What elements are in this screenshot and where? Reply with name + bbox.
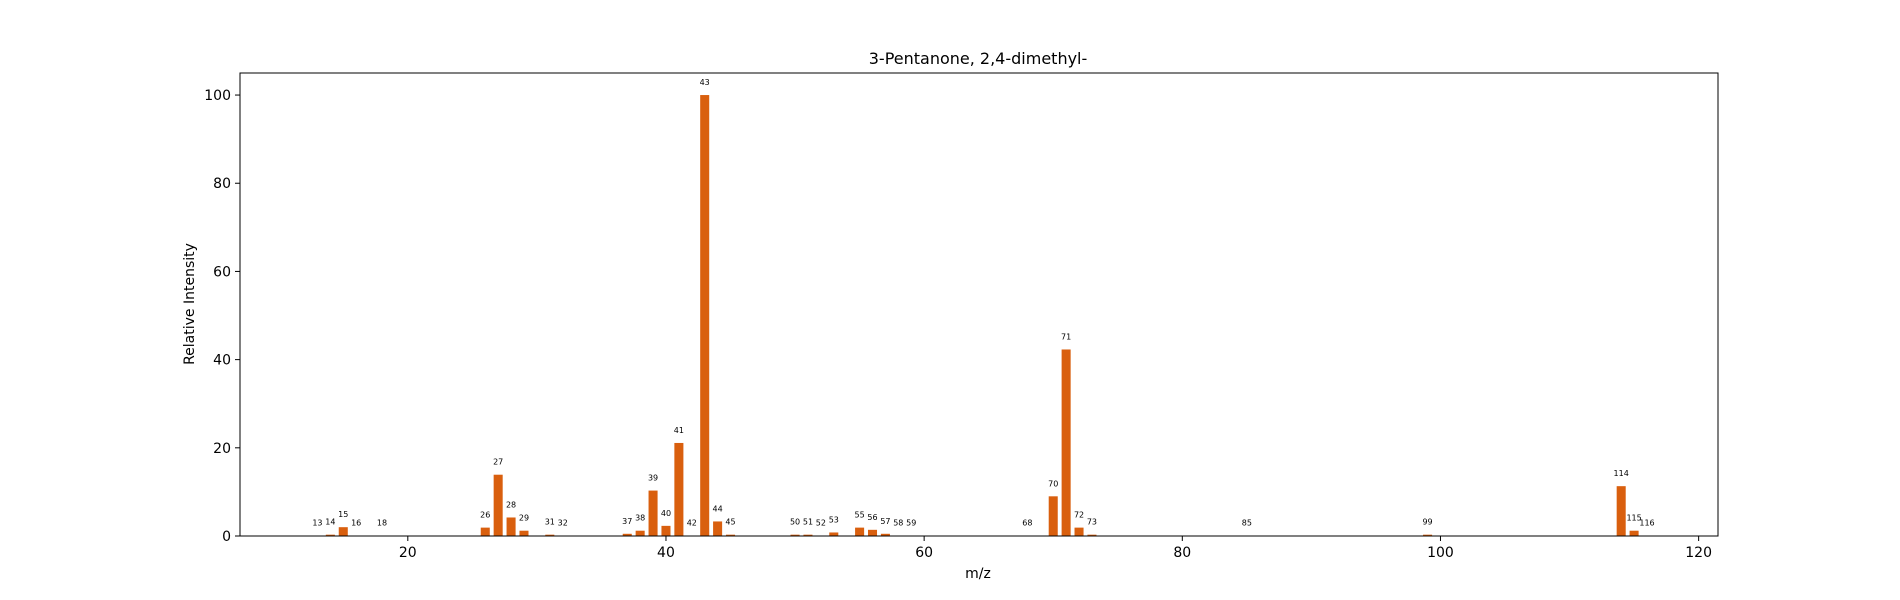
bar-mz-50 — [790, 534, 800, 536]
bar-label-mz-115: 115 — [1626, 514, 1641, 523]
bar-label-mz-13: 13 — [312, 519, 322, 528]
bar-mz-44 — [713, 521, 723, 536]
bar-label-mz-116: 116 — [1639, 519, 1654, 528]
x-tick-label-80: 80 — [1173, 545, 1191, 561]
bar-mz-37 — [622, 533, 632, 536]
bar-label-mz-56: 56 — [867, 513, 877, 522]
bar-mz-28 — [506, 517, 516, 536]
y-tick-label-20: 20 — [213, 441, 231, 457]
bar-mz-56 — [867, 529, 878, 536]
bar-label-mz-37: 37 — [622, 517, 632, 526]
y-tick-label-100: 100 — [204, 88, 231, 104]
bar-label-mz-43: 43 — [700, 78, 710, 87]
bar-label-mz-45: 45 — [725, 518, 735, 527]
bar-mz-57 — [880, 533, 890, 536]
bar-label-mz-51: 51 — [803, 518, 813, 527]
bar-label-mz-15: 15 — [338, 510, 348, 519]
bar-mz-114 — [1616, 486, 1626, 536]
bar-label-mz-50: 50 — [790, 518, 800, 527]
bar-label-mz-85: 85 — [1242, 519, 1252, 528]
bar-mz-29 — [519, 530, 529, 536]
bar-label-mz-53: 53 — [829, 515, 839, 524]
bar-label-mz-58: 58 — [893, 519, 903, 528]
x-axis: 20 40 60 80 100 120 — [399, 536, 1712, 561]
bar-label-mz-68: 68 — [1022, 519, 1032, 528]
bar-mz-26 — [480, 527, 490, 536]
bar-mz-38 — [635, 530, 645, 536]
x-tick-label-100: 100 — [1427, 545, 1454, 561]
bar-label-mz-26: 26 — [480, 511, 490, 520]
bar-mz-15 — [338, 527, 348, 536]
chart-title: 3-Pentanone, 2,4-dimethyl- — [869, 49, 1088, 68]
y-axis-title: Relative Intensity — [182, 243, 198, 365]
bar-mz-71 — [1061, 349, 1071, 536]
bar-mz-55 — [855, 527, 865, 536]
bar-label-mz-38: 38 — [635, 514, 645, 523]
bar-mz-14 — [325, 534, 335, 536]
bar-mz-45 — [725, 534, 736, 536]
bar-label-mz-31: 31 — [545, 518, 555, 527]
bar-label-mz-42: 42 — [687, 519, 697, 528]
bar-label-mz-55: 55 — [855, 511, 865, 520]
bar-label-mz-44: 44 — [713, 504, 723, 513]
bar-mz-39 — [648, 490, 658, 536]
bars-group — [312, 95, 1652, 537]
x-tick-label-20: 20 — [399, 545, 417, 561]
y-tick-label-60: 60 — [213, 264, 231, 280]
bar-mz-72 — [1074, 527, 1084, 536]
bar-mz-99 — [1423, 534, 1433, 536]
bar-label-mz-40: 40 — [661, 509, 671, 518]
bar-label-mz-14: 14 — [325, 518, 335, 527]
bar-label-mz-114: 114 — [1614, 469, 1629, 478]
bar-label-mz-29: 29 — [519, 514, 529, 523]
bar-label-mz-99: 99 — [1422, 518, 1432, 527]
plot-frame — [239, 72, 1719, 537]
bar-label-mz-18: 18 — [377, 519, 387, 528]
bar-mz-73 — [1087, 534, 1097, 536]
bar-label-mz-16: 16 — [351, 519, 361, 528]
x-tick-label-120: 120 — [1685, 545, 1712, 561]
x-tick-label-60: 60 — [915, 545, 933, 561]
bar-label-mz-71: 71 — [1061, 332, 1071, 341]
y-tick-label-40: 40 — [213, 353, 231, 369]
bar-mz-41 — [674, 442, 684, 536]
bar-mz-31 — [545, 534, 555, 536]
bar-label-mz-73: 73 — [1087, 518, 1097, 527]
y-axis: 0 20 40 60 80 100 — [204, 88, 240, 545]
bar-mz-40 — [661, 525, 671, 536]
bar-mz-70 — [1048, 496, 1058, 536]
bar-mz-27 — [493, 474, 503, 536]
bar-label-mz-39: 39 — [648, 474, 658, 483]
y-tick-label-80: 80 — [213, 176, 231, 192]
bar-label-mz-32: 32 — [558, 519, 568, 528]
x-axis-title: m/z — [965, 566, 991, 582]
bar-label-mz-70: 70 — [1048, 479, 1058, 488]
bar-mz-51 — [803, 534, 813, 536]
bar-label-mz-52: 52 — [816, 519, 826, 528]
bar-label-mz-72: 72 — [1074, 511, 1084, 520]
bar-label-mz-27: 27 — [493, 458, 503, 467]
bar-label-mz-59: 59 — [906, 519, 916, 528]
bar-label-mz-41: 41 — [674, 426, 684, 435]
x-tick-label-40: 40 — [657, 545, 675, 561]
bar-label-mz-28: 28 — [506, 500, 516, 509]
bar-mz-115 — [1629, 530, 1639, 536]
bar-mz-43 — [700, 95, 710, 537]
bar-label-mz-57: 57 — [880, 517, 890, 526]
bar-mz-53 — [829, 532, 839, 536]
y-tick-label-0: 0 — [222, 529, 231, 545]
